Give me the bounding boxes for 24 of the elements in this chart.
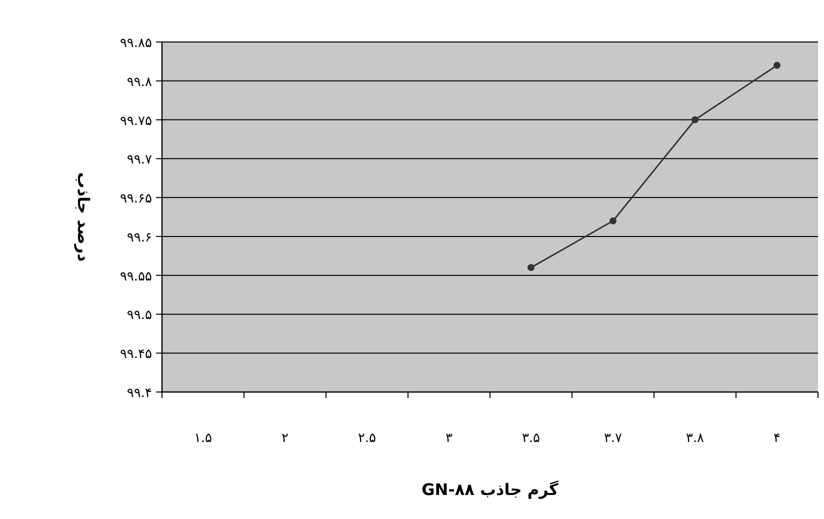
x-tick-label: ۲: [282, 431, 289, 446]
x-tick-label: ۳.۵: [522, 431, 540, 446]
point: [774, 62, 780, 69]
point: [528, 264, 534, 272]
x-tick-label: ۴: [774, 431, 781, 446]
y-tick-label: ۹۹.۴۵: [120, 347, 152, 362]
y-tick-label: ۹۹.۷۵: [120, 114, 152, 129]
y-tick-label: ۹۹.۶: [126, 230, 152, 246]
x-tick-label: ۳.۷: [604, 431, 622, 446]
point: [692, 116, 698, 124]
point: [610, 217, 616, 224]
y-tick-label: ۹۹.۸۵: [120, 36, 152, 51]
x-tick-label: ۲.۵: [358, 431, 376, 446]
y-tick-label: ۹۹.۸: [126, 74, 152, 90]
y-tick-label: ۹۹.۵: [126, 308, 152, 324]
y-tick-label: ۹۹.۶۵: [120, 192, 152, 207]
y-tick-label: ۹۹.۴: [126, 386, 152, 401]
x-axis-title: گرم جاذب GN-۸۸: [422, 480, 560, 499]
x-tick-label: ۳.۸: [686, 431, 704, 446]
y-axis-title: درصد جاذب: [74, 172, 93, 262]
x-tick-label: ۱.۵: [194, 431, 212, 446]
x-tick-label: ۳: [446, 431, 453, 446]
y-tick-label: ۹۹.۵۵: [120, 269, 152, 284]
y-tick-label: ۹۹.۷: [126, 152, 152, 168]
